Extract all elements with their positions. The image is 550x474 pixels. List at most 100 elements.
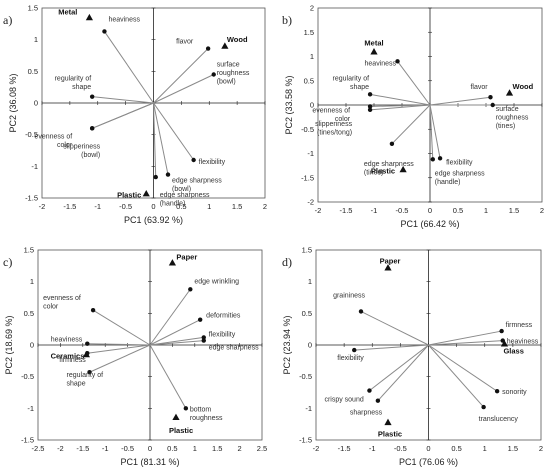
x-tick-label: 2.5 [257, 444, 267, 453]
y-tick-label: 1 [310, 52, 314, 61]
vector-label: flexibility [209, 331, 236, 338]
x-tick-label: -1.5 [63, 202, 76, 211]
y-tick-label: 1.5 [28, 4, 38, 13]
loading-point [90, 307, 96, 313]
y-tick-label: -1.5 [21, 436, 34, 445]
vector-label: deformities [206, 313, 241, 320]
loading-vector [429, 104, 434, 160]
x-axis-label: PC1 (63.92 %) [124, 215, 183, 225]
vector-label: flavor [176, 39, 194, 46]
vector-label: firmness [506, 322, 533, 329]
x-tick-label: 2 [540, 206, 544, 215]
loading-vector [92, 309, 151, 346]
vector-label: graininess [333, 292, 365, 299]
loading-point [358, 309, 364, 314]
x-tick-label: 2 [238, 444, 242, 453]
x-axis-label: PC1 (76.06 %) [399, 457, 458, 467]
x-tick-label: -1.5 [338, 444, 351, 453]
material-label: Paper [176, 253, 197, 262]
x-tick-label: -0.5 [121, 444, 134, 453]
loading-vector [429, 104, 441, 159]
loading-point [183, 406, 189, 411]
panel-letter: c) [3, 255, 12, 269]
vector-label: firmness [59, 357, 86, 364]
x-tick-label: 0 [426, 444, 430, 453]
y-tick-label: -1.5 [25, 194, 38, 203]
loading-point [367, 104, 373, 109]
y-tick-label: 1 [308, 277, 312, 286]
loading-vector [428, 344, 498, 392]
material-marker [500, 340, 509, 347]
material-label: Plastic [117, 191, 141, 200]
material-marker [142, 189, 150, 197]
loading-point [205, 46, 211, 51]
loading-vector [377, 344, 429, 402]
loading-point [87, 370, 92, 375]
material-marker [221, 42, 229, 49]
loading-vector [149, 344, 187, 409]
loading-vector [153, 48, 209, 104]
vector-label: edge sharpness (tines) [364, 161, 414, 177]
y-tick-label: 0 [30, 341, 34, 350]
x-tick-label: -0.5 [396, 206, 409, 215]
loading-vector [104, 31, 154, 104]
loading-vector [149, 340, 204, 346]
x-tick-label: -2 [313, 444, 320, 453]
loading-vector [428, 340, 503, 346]
loading-vector [369, 93, 431, 106]
loading-point [191, 157, 196, 163]
material-marker [82, 350, 90, 358]
loading-vector [428, 344, 484, 408]
x-tick-label: -1.5 [340, 206, 353, 215]
x-tick-label: 2 [263, 202, 267, 211]
x-tick-label: 2 [539, 444, 543, 453]
vector-label: flexibility [446, 159, 473, 166]
y-tick-label: -0.5 [299, 372, 312, 381]
material-marker [505, 89, 514, 96]
x-tick-label: -2 [57, 444, 64, 453]
vector-label: sharpness [350, 410, 383, 417]
vector-label: crispy sound [324, 397, 363, 404]
loading-point [481, 404, 486, 410]
loading-point [367, 388, 372, 393]
x-tick-label: 1.5 [509, 206, 519, 215]
vector-label: heaviness [365, 60, 397, 67]
loading-point [430, 157, 435, 162]
loading-point [153, 174, 158, 180]
y-tick-label: 0.5 [24, 309, 34, 318]
y-tick-label: -1 [27, 404, 34, 413]
material-marker [172, 413, 180, 420]
vector-label: evenness of color [312, 107, 350, 123]
x-tick-label: 0.5 [451, 444, 461, 453]
vector-label: flexibility [337, 355, 364, 362]
vector-label: evenness of color [34, 133, 72, 149]
x-tick-label: -1 [102, 444, 109, 453]
y-tick-label: -1.5 [299, 436, 312, 445]
vector-label: slipperiness (bowl) [63, 143, 100, 159]
loading-vector [89, 344, 151, 373]
loading-vector [87, 343, 151, 346]
loading-vector [91, 102, 154, 129]
vector-label: regularity of shape [67, 372, 104, 388]
x-tick-label: -1 [94, 202, 101, 211]
loading-vector [370, 104, 431, 111]
vector-label: flavor [470, 84, 488, 91]
y-axis-label: PC2 (23.94 %) [282, 315, 292, 374]
vector-label: regularity of shape [55, 76, 92, 92]
x-axis-label: PC1 (81.31 %) [120, 457, 179, 467]
x-tick-label: -2 [315, 206, 322, 215]
x-tick-label: 0.5 [176, 202, 186, 211]
x-tick-label: 1 [193, 444, 197, 453]
material-label: Metal [364, 39, 383, 48]
loading-vector [149, 336, 204, 346]
material-marker [384, 264, 392, 271]
loading-point [211, 72, 216, 77]
vector-label: sonority [502, 389, 527, 396]
loading-point [201, 335, 206, 340]
loading-point [188, 287, 193, 292]
y-tick-label: 2 [310, 4, 314, 13]
y-tick-label: 0 [310, 101, 314, 110]
chart-panel-1: a)-2 -1.5 -1 -0.5 0 0.5 1 1.5 2-1.5-1-0.500.511.… [3, 4, 267, 226]
y-tick-label: -1 [31, 162, 38, 171]
panel-letter: b) [282, 13, 292, 27]
